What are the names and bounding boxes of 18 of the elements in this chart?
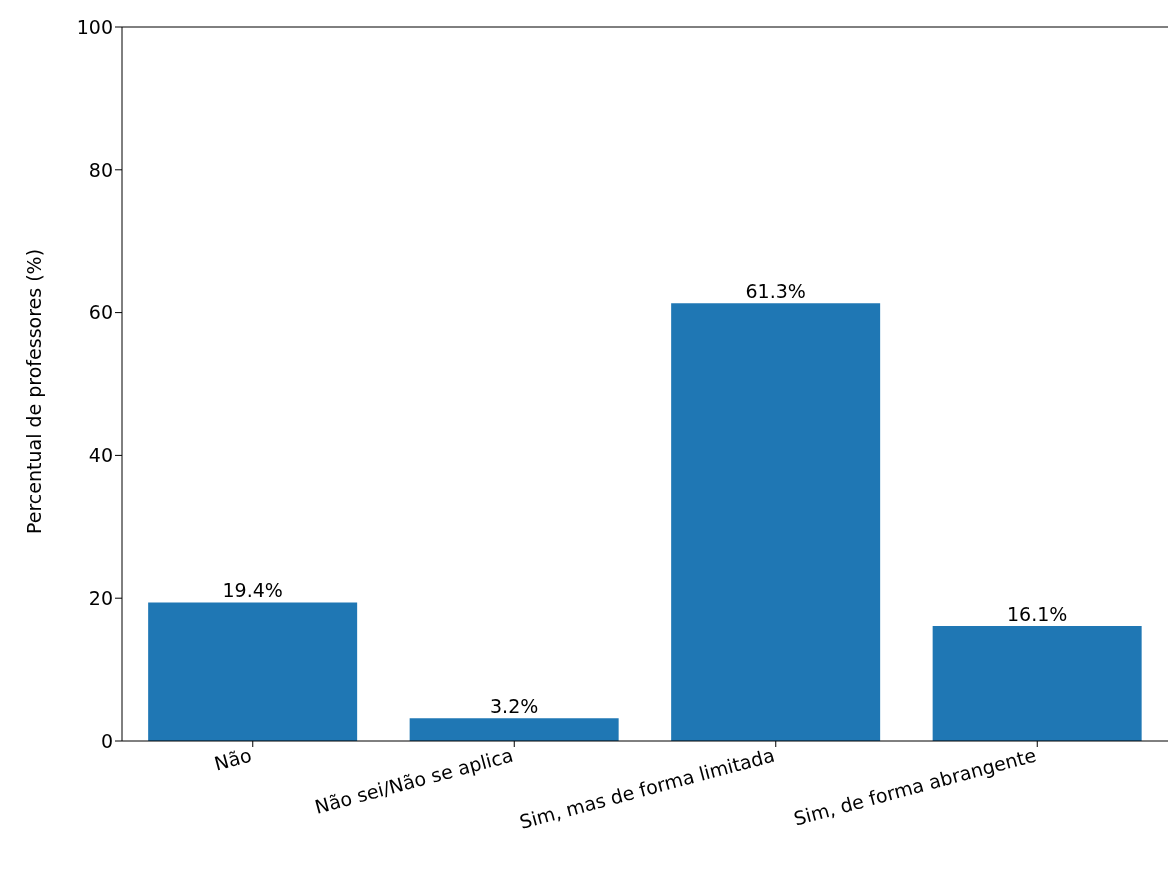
y-tick-label: 60: [88, 301, 113, 324]
data-label: 19.4%: [222, 579, 283, 602]
x-tick-label: Não: [211, 743, 254, 775]
y-tick-label: 40: [88, 444, 113, 467]
y-tick-label: 100: [76, 15, 113, 38]
bar: [932, 626, 1142, 741]
bar: [148, 602, 358, 741]
data-label: 3.2%: [490, 695, 539, 718]
y-tick-label: 80: [88, 158, 113, 181]
x-tick-label: Não sei/Não se aplica: [312, 743, 516, 818]
bar: [409, 718, 619, 741]
y-tick-label: 0: [100, 729, 113, 752]
data-label: 61.3%: [745, 280, 806, 303]
bar: [671, 303, 881, 741]
x-tick-label: Sim, mas de forma limitada: [517, 743, 777, 833]
y-tick-label: 20: [88, 586, 113, 609]
data-label: 16.1%: [1006, 603, 1068, 626]
y-axis-title: Percentual de professores (%): [22, 248, 45, 534]
